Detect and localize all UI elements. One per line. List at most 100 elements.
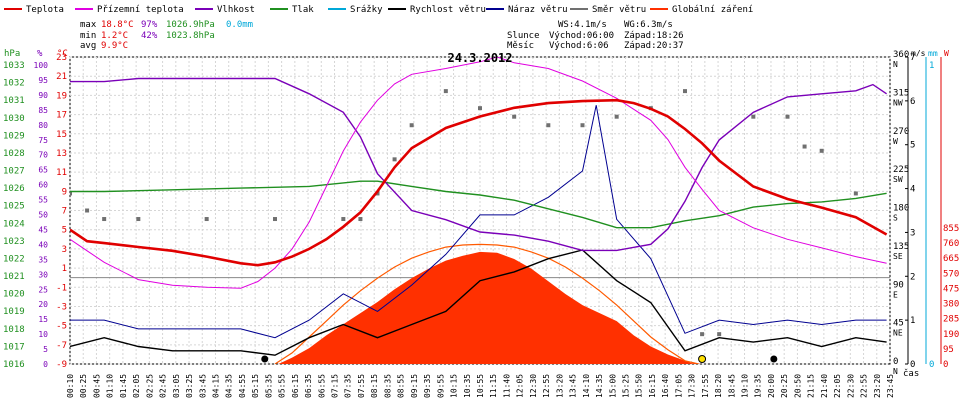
x-tick-label: 19:35 [754,374,763,398]
series-teoreticke-zareni [274,243,699,364]
y-tick-direction-label: N [893,60,898,69]
x-tick-label: 18:20 [714,374,723,398]
y-tick-pressure: 1018 [3,325,25,335]
x-tick-label: 21:15 [807,374,816,398]
x-tick-label: 07:55 [357,374,366,398]
y-tick-radiation: 855 [943,224,959,234]
x-tick-label: 09:35 [423,374,432,398]
axis-unit-w: W [944,49,949,58]
x-tick-label: 05:55 [278,374,287,398]
series-layer [70,57,890,364]
y-tick-temp: 17 [56,111,67,121]
stat-max-temp: 18.8°C [101,20,134,30]
stat-min-temp: 1.2°C [101,31,128,41]
y-tick-direction: 0 [893,357,898,367]
stat-avg-label: avg [80,41,96,51]
y-tick-pressure: 1019 [3,307,25,317]
y-tick-pressure: 1024 [3,219,25,229]
moonset-marker [770,355,778,363]
y-tick-direction-label: NE [893,329,903,338]
series-smer-vetru-point [853,191,858,196]
y-tick-direction-label: E [893,290,898,299]
y-tick-pct: 70 [38,151,48,160]
series-smer-vetru-point [443,89,448,94]
series-smer-vetru-point [478,106,482,111]
x-tick-label: 04:35 [225,374,234,398]
x-tick-label: 03:45 [198,374,207,398]
y-tick-pressure: 1023 [3,237,25,247]
x-axis-unit: čas [903,368,919,379]
series-rychlost-vetru [70,249,887,356]
y-tick-temp: 1 [62,264,67,274]
y-tick-pct: 80 [38,121,48,130]
y-tick-wind: 0 [910,360,915,370]
y-tick-pressure: 1022 [3,254,25,264]
y-tick-pct: 40 [38,240,48,249]
x-tick-label: 13:45 [569,374,578,398]
x-tick-label: 15:00 [608,374,617,398]
y-tick-temp: 3 [62,245,67,255]
y-tick-direction: 45 [893,319,904,329]
x-tick-label: 12:55 [542,374,551,398]
x-tick-label: 19:10 [741,374,750,398]
x-tick-label: 23:45 [886,374,895,398]
chart-title: 24.3.2012 [447,51,512,65]
y-tick-rain: 0 [929,360,934,370]
series-smer-vetru-point [512,114,517,119]
x-tick-label: 18:45 [727,374,736,398]
y-tick-pressure: 1025 [3,202,25,212]
series-smer-vetru-point [392,157,397,162]
y-tick-pressure: 1030 [3,114,25,124]
y-tick-wind: 4 [910,185,915,195]
series-smer-vetru-point [85,208,90,213]
series-smer-vetru-point [341,217,346,222]
y-tick-pct: 15 [38,315,48,324]
y-tick-temp: 23 [56,53,67,63]
x-tick-label: 09:55 [436,374,445,398]
y-tick-pct: 50 [38,211,48,220]
series-globalni-zareni [70,251,890,364]
series-smer-vetru-point [136,217,141,222]
y-tick-temp: 11 [56,168,67,178]
x-tick-label: 08:15 [370,374,379,398]
x-tick-label: 00:25 [79,374,88,398]
y-tick-radiation: 475 [943,284,959,294]
series-smer-vetru-point [102,217,107,222]
x-tick-label: 02:25 [145,374,154,398]
stat-min-label: min [80,31,96,41]
x-tick-label: 06:15 [291,374,300,398]
x-tick-label: 03:25 [185,374,194,398]
moon-set: Západ:20:37 [624,41,684,51]
series-vlhkost [70,77,887,252]
series-smer-vetru-point [358,217,363,222]
y-tick-direction-label: NW [893,98,903,107]
y-tick-pressure: 1017 [3,342,25,352]
y-tick-temp: 19 [56,91,67,101]
y-tick-pct: 100 [34,61,49,70]
x-tick-label: 00:10 [66,374,75,398]
stat-wg: WG:6.3m/s [624,20,673,30]
y-tick-temp: 21 [56,72,67,82]
series-teplota [70,98,888,267]
y-tick-wind: 5 [910,141,915,151]
y-tick-pressure: 1028 [3,149,25,159]
legend-label: Vlhkost [217,5,255,15]
x-tick-label: 01:45 [119,374,128,398]
y-tick-temp: 7 [62,207,67,217]
y-tick-direction: 225 [893,165,909,175]
y-tick-radiation: 760 [943,239,959,249]
x-tick-label: 10:35 [463,374,472,398]
y-tick-pct: 0 [43,360,48,369]
y-tick-pressure: 1033 [3,61,25,71]
series-smer-vetru-point [785,114,790,119]
y-tick-temp: -9 [56,360,67,370]
series-prizemni-teplota [70,57,887,289]
axis-unit-hpa: hPa [4,49,20,59]
y-tick-temp: -1 [56,283,67,293]
y-tick-direction: 270 [893,127,909,137]
x-tick-label: 16:15 [648,374,657,398]
y-tick-temp: -3 [56,302,67,312]
legend-label: Přízemní teplota [97,5,184,15]
